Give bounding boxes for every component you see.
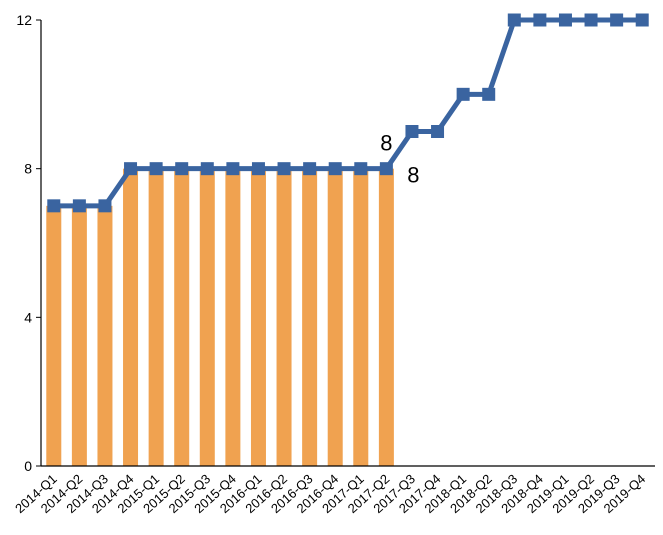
line-marker-2017-Q2 bbox=[379, 162, 393, 176]
data-labels: 88 bbox=[380, 131, 419, 188]
line-marker-2016-Q3 bbox=[303, 162, 317, 176]
bar-series bbox=[46, 168, 394, 467]
line-marker-2014-Q3 bbox=[98, 199, 112, 213]
bar-2016-Q4 bbox=[327, 168, 343, 467]
line-marker-2014-Q1 bbox=[47, 199, 61, 213]
line-marker-2016-Q1 bbox=[251, 162, 265, 176]
line-marker-2019-Q4 bbox=[635, 13, 649, 27]
line-marker-2017-Q4 bbox=[431, 125, 445, 138]
y-tick-label: 4 bbox=[24, 309, 32, 325]
y-tick-label: 8 bbox=[24, 161, 32, 177]
y-axis-tick-labels: 0 4 8 12 bbox=[16, 12, 32, 474]
bar-2014-Q4 bbox=[123, 168, 139, 467]
line-marker-2019-Q1 bbox=[558, 13, 572, 27]
line-data-label: 8 bbox=[407, 163, 419, 188]
line-marker-2018-Q1 bbox=[456, 87, 470, 101]
bar-2016-Q1 bbox=[250, 168, 266, 467]
bar-2014-Q1 bbox=[46, 205, 62, 466]
line-marker-2014-Q2 bbox=[72, 199, 86, 213]
bar-data-label: 8 bbox=[380, 131, 392, 156]
bar-2017-Q2 bbox=[378, 168, 394, 467]
line-marker-2018-Q4 bbox=[533, 13, 547, 27]
bar-2016-Q3 bbox=[302, 168, 318, 467]
line-marker-2019-Q3 bbox=[610, 13, 624, 27]
line-marker-2018-Q3 bbox=[507, 13, 521, 27]
bar-2015-Q1 bbox=[148, 168, 164, 467]
line-marker-2015-Q2 bbox=[175, 162, 189, 176]
line-marker-2019-Q2 bbox=[584, 13, 598, 27]
bar-2014-Q2 bbox=[71, 205, 87, 466]
bar-2015-Q2 bbox=[174, 168, 190, 467]
line-path bbox=[53, 17, 643, 209]
line-series bbox=[47, 13, 649, 213]
y-tick-label: 12 bbox=[16, 12, 32, 28]
line-marker-2016-Q2 bbox=[277, 162, 291, 176]
bar-2016-Q2 bbox=[276, 168, 292, 467]
bar-2015-Q4 bbox=[225, 168, 241, 467]
line-marker-2015-Q1 bbox=[149, 162, 163, 176]
bar-2014-Q3 bbox=[97, 205, 113, 466]
bar-2017-Q1 bbox=[353, 168, 369, 467]
x-axis-tick-labels: 2014-Q12014-Q22014-Q32014-Q42015-Q12015-… bbox=[12, 471, 648, 516]
line-marker-2014-Q4 bbox=[124, 162, 138, 176]
line-marker-2015-Q4 bbox=[226, 162, 240, 176]
line-marker-2017-Q1 bbox=[354, 162, 368, 176]
bar-2015-Q3 bbox=[199, 168, 215, 467]
line-marker-2016-Q4 bbox=[328, 162, 342, 176]
line-marker-2017-Q3 bbox=[405, 125, 419, 138]
y-tick-label: 0 bbox=[24, 458, 32, 474]
axes bbox=[36, 19, 655, 467]
line-marker-2018-Q2 bbox=[482, 87, 496, 101]
line-marker-2015-Q3 bbox=[200, 162, 214, 176]
